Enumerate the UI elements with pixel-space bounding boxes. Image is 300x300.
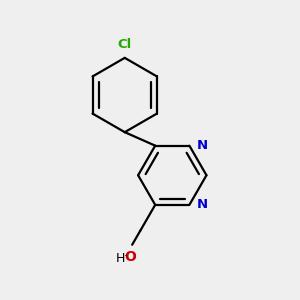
Text: N: N — [197, 139, 208, 152]
Text: N: N — [197, 198, 208, 212]
Text: Cl: Cl — [118, 38, 132, 51]
Text: ·: · — [124, 251, 128, 261]
Text: O: O — [125, 250, 136, 264]
Text: H: H — [116, 252, 126, 265]
